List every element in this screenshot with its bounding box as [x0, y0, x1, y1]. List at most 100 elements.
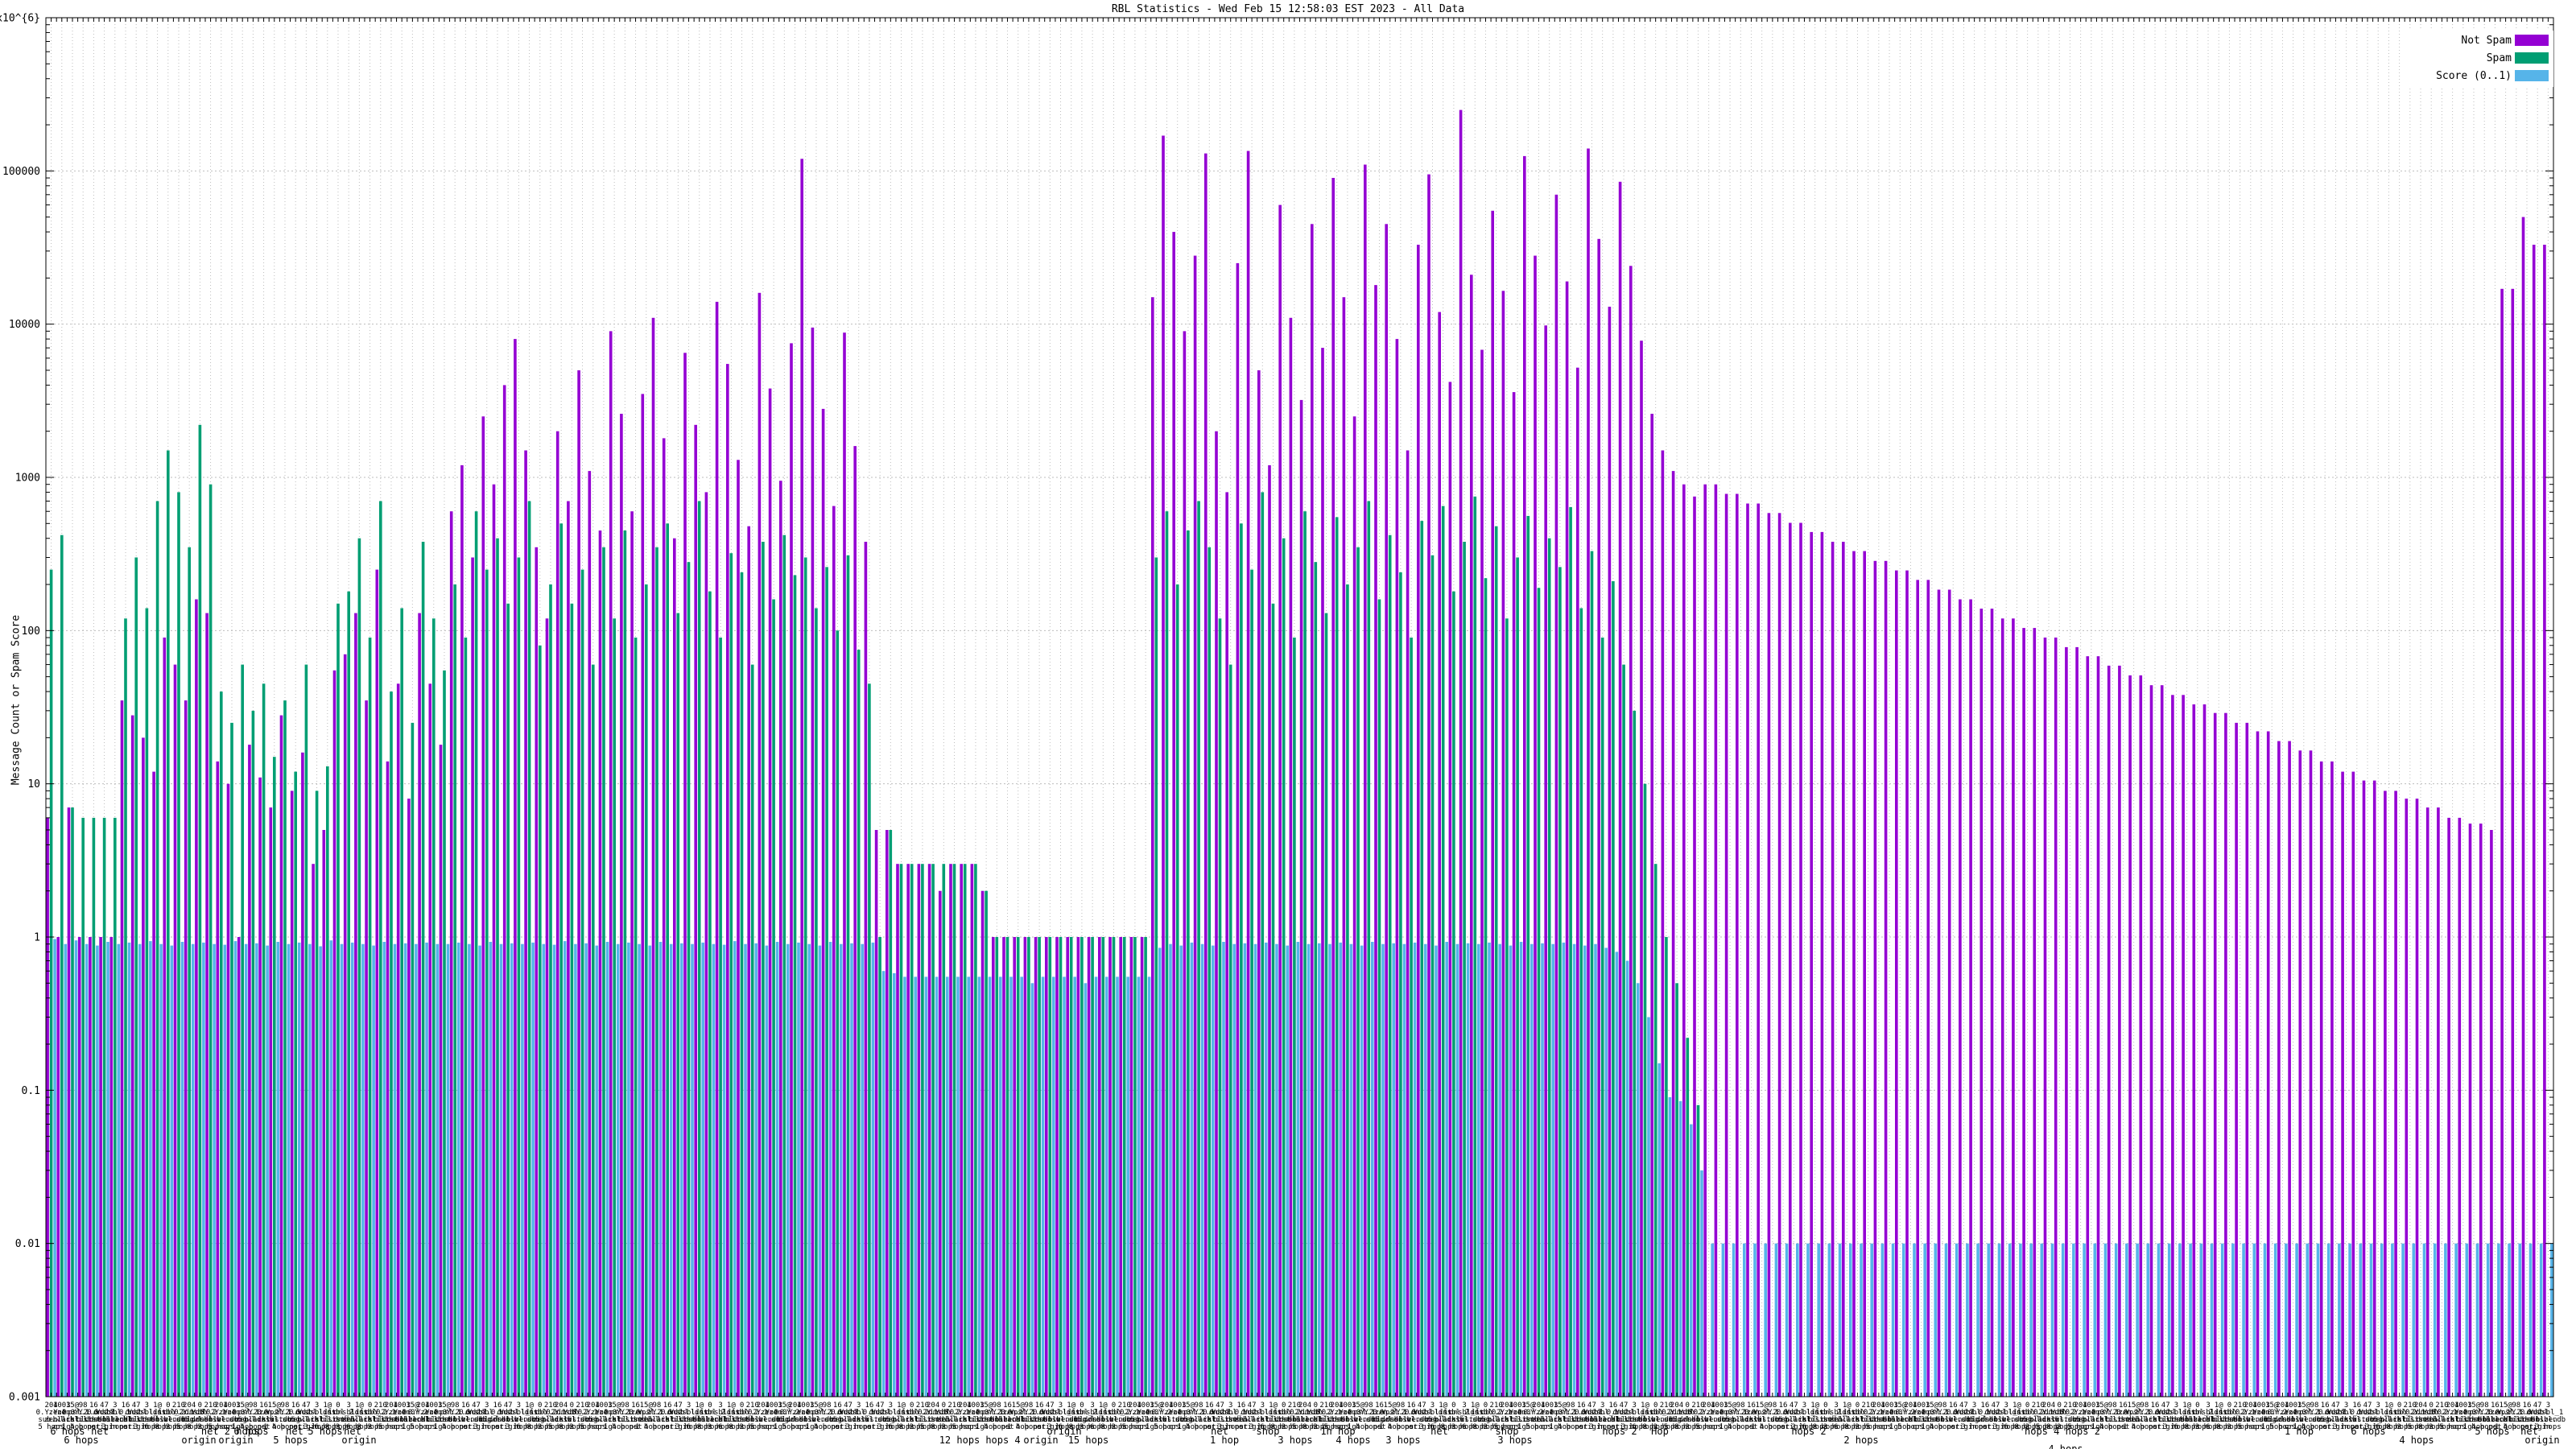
bar-spam: [1218, 618, 1222, 1397]
bar-not-spam: [2437, 807, 2440, 1397]
bar-score: [1817, 1243, 1820, 1397]
legend-label-not-spam: Not Spam: [2461, 35, 2512, 47]
bar-spam: [198, 424, 202, 1397]
x-tick-label: 16 Y.0.Y.2 blacklist net: [1190, 1402, 1229, 1431]
bar-score: [1402, 943, 1406, 1397]
bar-spam: [1314, 562, 1318, 1397]
legend-label-spam: Spam: [2486, 52, 2512, 64]
bar-score: [584, 943, 588, 1397]
x-tick-label: 204 0.Y.Y.0 sub.wl 5 hops: [174, 1402, 204, 1431]
x-tick-label: 47 dnsbl rbl.list origin: [1203, 1402, 1237, 1431]
bar-score: [1913, 1243, 1916, 1397]
x-group-label: origin: [218, 1435, 253, 1446]
x-tick-label: 0 dnsbl_2 dnsbl.db 8 hops: [555, 1402, 589, 1431]
bar-not-spam: [2149, 685, 2153, 1397]
x-tick-label: 210 dbY.2.1 dnsbl.zen 2 hops: [1275, 1402, 1315, 1431]
x-tick-label: 15@ zen.Y.2 bl.dnsbl 1 hop: [1914, 1402, 1949, 1431]
bar-score: [1200, 943, 1204, 1397]
bar-not-spam: [226, 783, 230, 1397]
bar-spam: [379, 501, 382, 1397]
bar-spam: [1271, 603, 1275, 1397]
bar-score: [999, 976, 1002, 1397]
bar-not-spam: [1873, 560, 1877, 1397]
y-tick-label: 1: [34, 932, 40, 944]
bar-score: [1753, 1243, 1757, 1397]
x-tick-label: 3 dnsbl_1 sub.wl 3 hops: [1959, 1402, 1990, 1431]
bar-score: [2433, 1243, 2437, 1397]
bar-not-spam: [354, 613, 357, 1397]
bar-not-spam: [1501, 291, 1505, 1397]
bar-not-spam: [1098, 937, 1101, 1397]
x-tick-label: 98 psl.1.0 rbl.list 4 hops: [1011, 1402, 1046, 1431]
bar-spam: [592, 664, 595, 1397]
bar-not-spam: [460, 464, 464, 1397]
x-tick-label: 204 0.Y.Y.0 bl.dnsbl 5 hops: [1861, 1402, 1896, 1431]
bar-score: [2338, 1243, 2341, 1397]
x-tick-label: 47 dnsbl zen.list origin: [831, 1402, 865, 1431]
bar-score: [1498, 943, 1501, 1397]
bar-not-spam: [1746, 503, 1749, 1397]
bar-not-spam: [545, 618, 549, 1397]
x-group-label: net: [344, 1426, 361, 1437]
bar-score: [255, 943, 258, 1397]
bar-score: [1318, 943, 1321, 1397]
bar-score: [85, 943, 89, 1397]
x-tick-label: 47 dnsbl wl.orig origin: [865, 1402, 895, 1431]
bar-score: [2136, 1243, 2139, 1397]
bar-score: [967, 976, 970, 1397]
bar-score: [2475, 1243, 2479, 1397]
bar-score: [765, 945, 769, 1397]
bar-spam: [1558, 567, 1562, 1397]
bar-not-spam: [130, 715, 134, 1397]
bar-not-spam: [2086, 656, 2090, 1397]
x-tick-label: 0 dnsbl_2 bl.dnsbl 8 hops: [183, 1402, 217, 1431]
x-tick-label: 15@ zen.Y.2 bl.dnsbl 1 hop: [1511, 1402, 1546, 1431]
bar-score: [2263, 1243, 2267, 1397]
bar-score: [2391, 1243, 2394, 1397]
bar-not-spam: [2447, 817, 2450, 1397]
x-tick-label: 3 dnsbl_1 dnsbl.db 3 hops: [1447, 1402, 1481, 1431]
bar-spam: [623, 530, 627, 1397]
bar-spam: [836, 630, 840, 1397]
x-tick-label: 210 dbY.2.1 rbl.list 2 hops: [905, 1402, 939, 1431]
bar-not-spam: [1066, 937, 1069, 1397]
bar-score: [489, 942, 493, 1397]
bar-score: [2157, 1243, 2161, 1397]
bar-spam: [1016, 937, 1020, 1397]
x-tick-label: 0 dnsbl_2 blacklist 8 hops: [1838, 1402, 1877, 1431]
x-tick-label: 3 dnsbl_1 blacklist 3 hops: [1785, 1402, 1824, 1431]
bar-score: [446, 943, 450, 1397]
bar-score: [329, 940, 333, 1397]
bar-spam: [443, 670, 446, 1397]
x-tick-label: 16 Y.0.Y.2 dnsbl.db net: [2478, 1402, 2512, 1431]
x-group-label: 4 hops: [2048, 1443, 2083, 1449]
bar-score: [2539, 1243, 2543, 1397]
bar-not-spam: [2362, 780, 2366, 1397]
bar-spam: [1250, 569, 1253, 1397]
bar-not-spam: [970, 864, 974, 1397]
bar-score: [1966, 1243, 1969, 1397]
bar-score: [1721, 1243, 1725, 1397]
bar-score: [2529, 1243, 2533, 1397]
bar-not-spam: [1937, 589, 1941, 1397]
bar-not-spam: [2319, 761, 2323, 1397]
bar-not-spam: [2543, 245, 2546, 1397]
x-tick-label: 3 dnsbl_1 bl.dnsbl 3 hops: [130, 1402, 164, 1431]
x-tick-label: 0 dnsbl_2 bl.dnsbl 8 hops: [1808, 1402, 1843, 1431]
bar-not-spam: [1554, 194, 1558, 1397]
bar-score: [1572, 943, 1576, 1397]
bar-not-spam: [2012, 618, 2015, 1397]
bar-score: [1944, 1243, 1948, 1397]
x-group-label: 12 hops: [939, 1435, 980, 1446]
bar-score: [1509, 945, 1513, 1397]
x-tick-label: 47 dnsbl zen.list origin: [289, 1402, 324, 1431]
bar-spam: [1526, 515, 1530, 1397]
bar-score: [701, 942, 704, 1397]
bar-score: [2040, 1243, 2044, 1397]
bar-not-spam: [683, 353, 687, 1397]
x-tick-label: 98 psl.1.0 dnsbl.zen 4 hops: [436, 1402, 475, 1431]
x-group-label: 6 hops: [64, 1435, 98, 1446]
x-tick-label: 1003 zen1.0 wl.orig orig: [2246, 1402, 2277, 1431]
bar-not-spam: [2425, 807, 2429, 1397]
